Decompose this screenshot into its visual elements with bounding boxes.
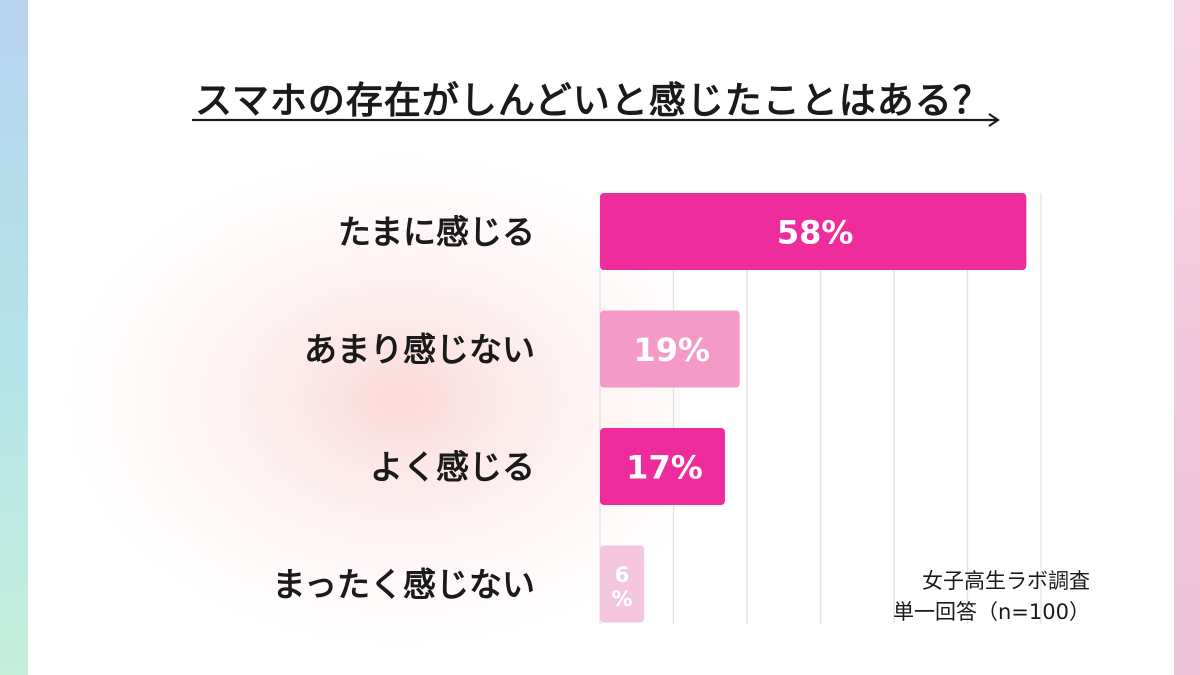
category-label: まったく感じない [272,565,535,604]
chart-title: スマホの存在がしんどいと感じたことはある？ [195,79,991,122]
data-label: 19% [634,331,711,369]
data-label: 17% [626,449,703,487]
left-edge-decoration [0,0,28,675]
category-label: よく感じる [370,448,535,487]
category-label: たまに感じる [338,213,535,252]
source-line-1: 女子高生ラボ調査 [922,569,1090,593]
bar [600,310,740,388]
source-note: 女子高生ラボ調査 単一回答（n=100） [870,566,1090,628]
title-underline-arrow [192,113,1000,127]
bar [600,428,725,505]
source-line-2: 単一回答（n=100） [893,600,1090,624]
bar [600,545,645,623]
bar [600,193,1027,270]
data-label: 6 [615,563,630,587]
right-edge-decoration [1174,0,1200,675]
data-label: 58% [777,214,854,252]
category-label: あまり感じない [304,330,535,369]
data-label-unit: % [612,587,633,611]
